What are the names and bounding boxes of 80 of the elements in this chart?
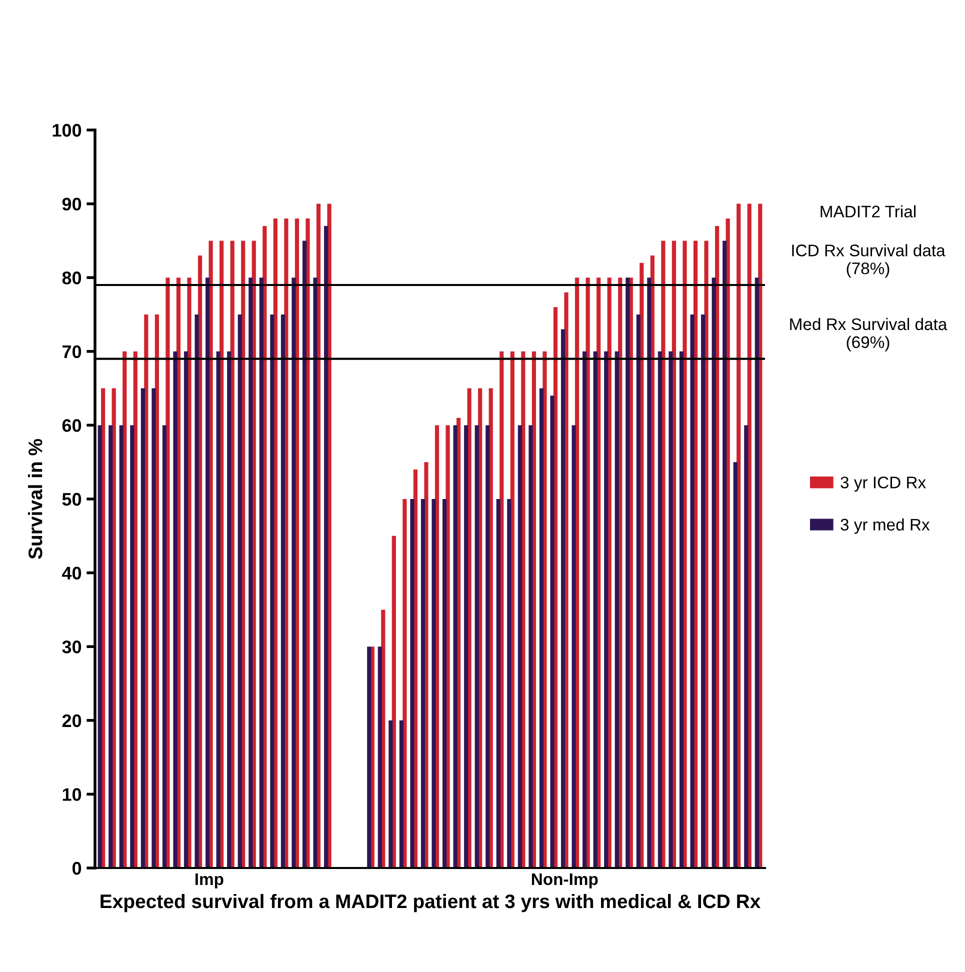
- bar: [227, 351, 232, 868]
- bar: [582, 351, 587, 868]
- bar: [486, 425, 490, 868]
- y-axis-title: Survival in %: [28, 438, 42, 559]
- bar: [754, 278, 759, 868]
- bar: [292, 278, 296, 868]
- y-tick-label: 50: [62, 492, 82, 506]
- bar: [518, 425, 522, 868]
- bar: [539, 388, 544, 868]
- bar: [184, 351, 188, 868]
- bar: [173, 351, 178, 868]
- bar: [528, 425, 533, 868]
- y-tick-label: 100: [52, 124, 82, 137]
- bar: [238, 314, 242, 868]
- bar: [280, 314, 286, 868]
- bar: [550, 396, 554, 868]
- bar: [474, 425, 479, 868]
- text: MADIT2 Trial: [820, 205, 916, 218]
- y-tick-label: 70: [62, 345, 82, 358]
- y-tick-label: 80: [62, 272, 82, 284]
- y-tick-label: 10: [62, 788, 82, 801]
- bar: [248, 278, 253, 868]
- bar: [130, 425, 134, 868]
- bar: [206, 278, 210, 868]
- bar: [647, 278, 652, 868]
- bar: [162, 425, 167, 868]
- x-tick-label: Imp: [195, 873, 224, 888]
- bar: [733, 462, 738, 868]
- bar: [507, 499, 512, 868]
- bar: [604, 351, 608, 868]
- bar: [668, 351, 673, 868]
- bar: [496, 499, 500, 868]
- bar: [302, 240, 307, 868]
- bar: [658, 351, 662, 868]
- bar: [679, 351, 684, 868]
- bar: [626, 278, 630, 868]
- bar: [108, 425, 113, 868]
- bar: [712, 278, 716, 868]
- bar: [259, 278, 264, 868]
- x-axis-title: Expected survival from a MADIT2 patient at 3 yrs with medical & ICD Rx: [100, 894, 761, 912]
- bar: [367, 646, 372, 868]
- bar: [140, 388, 145, 868]
- bar: [313, 278, 318, 868]
- bar: [744, 425, 748, 868]
- bar: [572, 425, 576, 868]
- bar: [464, 425, 468, 868]
- bar: [690, 314, 694, 868]
- bar: [442, 499, 447, 868]
- bar: [388, 720, 393, 868]
- bar: [432, 499, 436, 868]
- bar: [392, 536, 396, 868]
- bar: [636, 314, 640, 868]
- bar: [119, 425, 124, 868]
- bar: [378, 646, 382, 868]
- y-tick-label: 90: [62, 198, 82, 211]
- bar: [593, 351, 598, 868]
- bar: [614, 351, 619, 868]
- y-tick-label: 60: [62, 419, 82, 432]
- legend-label: 3 yr ICD Rx: [840, 476, 926, 492]
- ref-line-label: ICD Rx Survival data (78%): [792, 244, 946, 278]
- y-tick-label: 30: [62, 640, 82, 654]
- y-tick-label: 0: [72, 862, 82, 875]
- bar: [270, 314, 274, 868]
- y-tick-label: 20: [62, 714, 82, 728]
- x-tick-label: Non-Imp: [532, 873, 598, 888]
- bar: [722, 240, 727, 868]
- bar: [420, 499, 426, 868]
- bar: [152, 388, 156, 868]
- bar: [701, 314, 706, 868]
- legend-label: 3 yr med Rx: [840, 518, 930, 534]
- bar: [399, 720, 404, 868]
- ref-line-label: Med Rx Survival data (69%): [790, 318, 948, 352]
- bar: [216, 351, 220, 868]
- bar: [194, 314, 199, 868]
- bar: [324, 226, 328, 868]
- bar: [98, 425, 102, 868]
- y-tick-label: 40: [62, 566, 82, 580]
- bar: [453, 425, 458, 868]
- bar: [560, 329, 566, 868]
- bar: [410, 499, 414, 868]
